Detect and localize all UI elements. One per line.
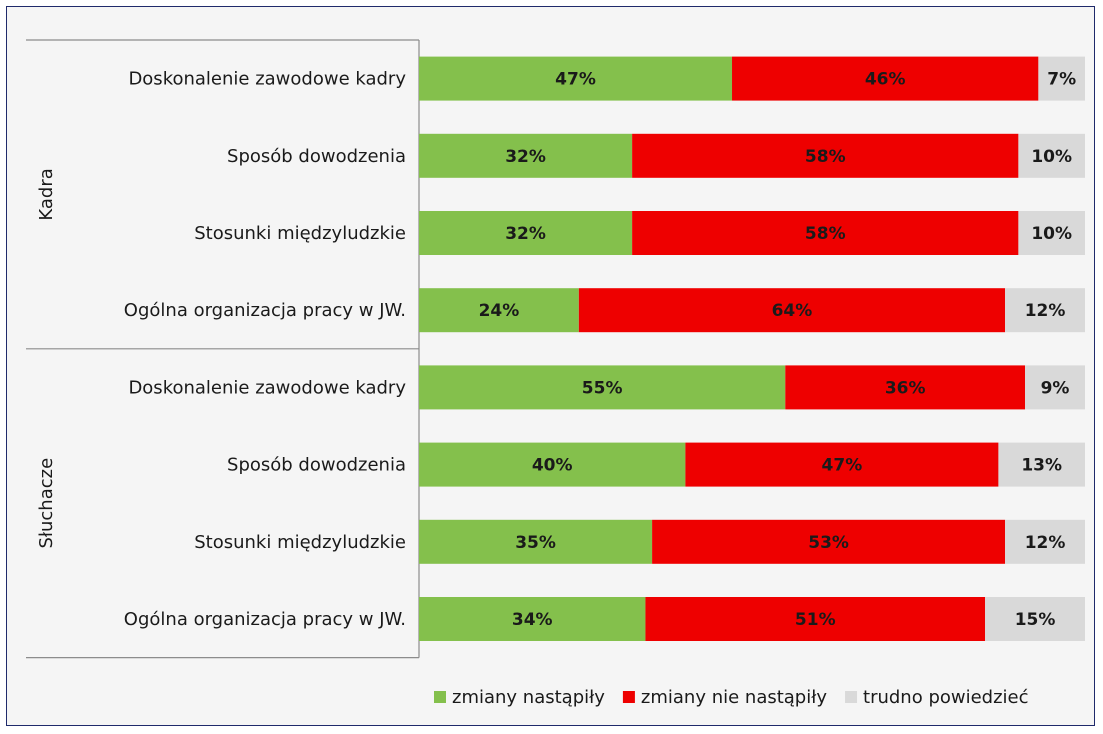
bar-segment [652,519,1006,564]
bar-segment [578,288,1006,333]
data-label: 64% [772,301,813,321]
data-label: 47% [555,70,596,90]
data-label: 53% [808,533,849,553]
data-label: 15% [1015,610,1056,630]
bar-segment [645,597,986,641]
data-label: 9% [1041,378,1070,398]
bar-segment [1018,133,1085,178]
bar-segment [998,442,1085,487]
data-label: 34% [512,610,553,630]
bar-segment [419,211,633,255]
legend-swatch [434,691,446,703]
bar-segment [419,442,686,487]
bar-segment [1018,211,1085,255]
bar-segment [632,211,1019,255]
data-label: 55% [582,378,623,398]
bar-segment [1005,519,1085,564]
category-label: Sposób dowodzenia [227,455,406,476]
data-label: 35% [515,533,556,553]
category-label: Stosunki międzyludzkie [194,223,406,244]
data-label: 10% [1031,147,1072,167]
bar-segment [632,133,1019,178]
category-label: Sposób dowodzenia [227,146,406,167]
data-label: 36% [885,378,926,398]
data-label: 47% [822,456,863,476]
group-label-0: Kadra [36,168,57,220]
data-label: 10% [1031,224,1072,244]
category-label: Doskonalenie zawodowe kadry [128,69,406,90]
bar-segment [419,288,579,333]
bar-segment [419,597,646,641]
data-label: 32% [505,147,546,167]
data-label: 32% [505,224,546,244]
data-label: 40% [532,456,573,476]
legend-label: zmiany nastąpiły [452,687,605,708]
bar-segment [685,442,999,487]
bar-segment [985,597,1085,641]
data-label: 51% [795,610,836,630]
data-label: 58% [805,224,846,244]
data-label: 12% [1025,533,1066,553]
legend-label: zmiany nie nastąpiły [641,687,827,708]
data-label: 7% [1047,70,1076,90]
bar-segment [419,56,733,101]
bar-segment [419,133,633,178]
category-label: Doskonalenie zawodowe kadry [128,377,406,398]
legend-swatch [622,691,635,703]
bar-segment [1005,288,1085,333]
data-label: 12% [1025,301,1066,321]
bar-segment [732,56,1039,101]
data-label: 24% [479,301,520,321]
category-label: Ogólna organizacja pracy w JW. [124,300,406,321]
bar-segment [1038,56,1085,101]
group-label-1: Słuchacze [36,458,57,549]
category-label: Ogólna organizacja pracy w JW. [124,609,406,630]
data-label: 46% [865,70,906,90]
bar-segment [1025,365,1085,410]
legend-label: trudno powiedzieć [863,687,1029,708]
legend-swatch [845,691,858,703]
bar-segment [785,365,1026,410]
bar-segment [419,519,653,564]
category-label: Stosunki międzyludzkie [194,532,406,553]
data-label: 58% [805,147,846,167]
bar-segment [419,365,786,410]
data-label: 13% [1021,456,1062,476]
